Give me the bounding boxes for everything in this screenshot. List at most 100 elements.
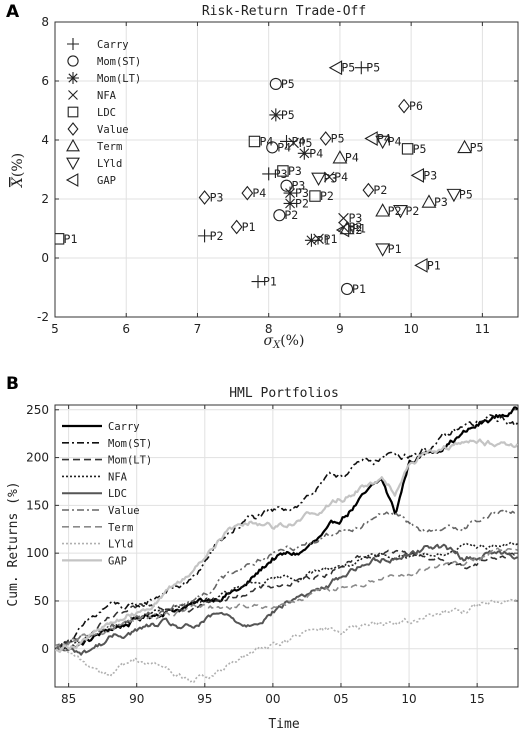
panel-a-plot-area [55,22,518,317]
panel-a-ytick-label: 6 [41,74,49,88]
panel-a-xlabel: σX(%) [264,333,305,351]
legend-marker [66,157,80,171]
scatter-point [230,219,243,235]
scatter-point [354,61,368,75]
legend-marker [67,122,79,136]
panel-b-xlabel: Time [268,717,299,732]
legend-label: Mom(ST) [97,56,141,68]
point-label: P4 [345,151,359,165]
legend-label: GAP [97,175,116,187]
point-label: P3 [423,168,437,182]
panel-b-lines [55,406,518,683]
panel-b-ytick-label: 200 [26,451,49,465]
point-label: P2 [388,204,402,218]
point-label: P5 [299,136,313,150]
point-label: P5 [366,61,380,75]
point-label: P5 [413,142,427,156]
panel-b-letter: B [6,374,19,394]
scatter-point [313,233,324,245]
legend-label: NFA [108,471,128,483]
panel-b-ytick-label: 50 [34,594,49,608]
scatter-point [248,135,261,148]
point-label: P5 [331,132,345,146]
scatter-point [304,233,318,247]
scatter-point [335,222,350,238]
scatter-point [421,194,437,208]
panel-b-axes-box [54,404,519,688]
panel-a-letter: A [6,2,20,22]
panel-b-ylabel: Cum. Returns (%) [6,481,21,606]
point-label: P1 [324,232,338,246]
point-label: P4 [259,134,273,148]
legend-marker [65,173,79,187]
legend-label: LYld [108,539,133,551]
point-label: P1 [352,282,366,296]
point-label: P2 [348,223,362,237]
point-label: P4 [334,170,348,184]
legend-marker [68,90,78,100]
panel-a-xtick-label: 5 [51,322,59,336]
point-label: P1 [263,275,277,289]
scatter-point [198,190,211,205]
scatter-point [198,229,212,243]
scatter-point [269,108,283,122]
point-label: P5 [281,77,295,91]
legend-label: Value [108,505,140,517]
legend-marker [67,106,79,118]
scatter-point [401,143,414,155]
scatter-point [410,167,425,183]
panel-a-xtick-label: 9 [336,322,344,336]
legend-label: LDC [97,107,116,119]
point-label: P5 [281,108,295,122]
point-label: P3 [324,171,338,185]
panel-a-ytick-label: -2 [37,310,49,324]
panel-b-xtick-label: 85 [61,692,76,706]
legend-marker [66,138,80,152]
point-label: P1 [388,242,402,256]
scatter-point [375,203,391,217]
legend-label: Carry [97,39,129,51]
point-label: P2 [373,183,387,197]
point-label: P1 [242,220,256,234]
series-line [55,549,518,649]
panel-b-xtick-label: 90 [129,692,144,706]
point-label: P3 [295,186,309,200]
point-label: P3 [210,191,224,205]
scatter-point [277,165,289,177]
point-label: P5 [459,188,473,202]
panel-a-ytick-label: 4 [41,133,49,147]
legend-label: Value [97,124,129,136]
legend-label: GAP [108,555,127,567]
scatter-point [457,139,473,154]
panel-a-points: P1P2P3P4P5P1P2P3P4P5P1P2P3P4P5P1P2P3P4P5… [55,60,483,296]
point-label: P2 [210,229,224,243]
panel-b-ytick-label: 150 [26,498,49,512]
legend-label: Mom(LT) [108,455,152,467]
series-line [55,414,518,651]
svg-text:X(%): X(%) [10,153,26,188]
legend-label: NFA [97,90,117,102]
series-line [55,508,518,650]
panel-a-ytick-label: 2 [41,192,49,206]
scatter-point [288,137,299,149]
point-label: P3 [274,167,288,181]
panel-b-xtick-label: 00 [265,692,280,706]
legend-marker [67,38,79,50]
point-label: P3 [288,164,302,178]
scatter-point [323,171,335,183]
scatter-point [280,179,293,192]
panel-b-ytick-label: 250 [26,403,49,417]
point-label: P4 [309,146,323,160]
scatter-point [375,243,391,257]
point-label: P2 [284,208,298,222]
panel-b-ylabel-wrap: Cum. Returns (%) [6,481,21,606]
scatter-point [339,220,355,235]
scatter-point [283,186,297,200]
point-label: P2 [320,189,334,203]
panel-a-xtick-label: 8 [265,322,273,336]
point-label: P4 [277,140,291,154]
point-label: P2 [405,204,419,218]
legend-label: Term [97,141,122,153]
panel-a-legend: Carry Mom(ST) Mom(LT) NFA LDC Value Term LYld GA… [65,38,141,187]
